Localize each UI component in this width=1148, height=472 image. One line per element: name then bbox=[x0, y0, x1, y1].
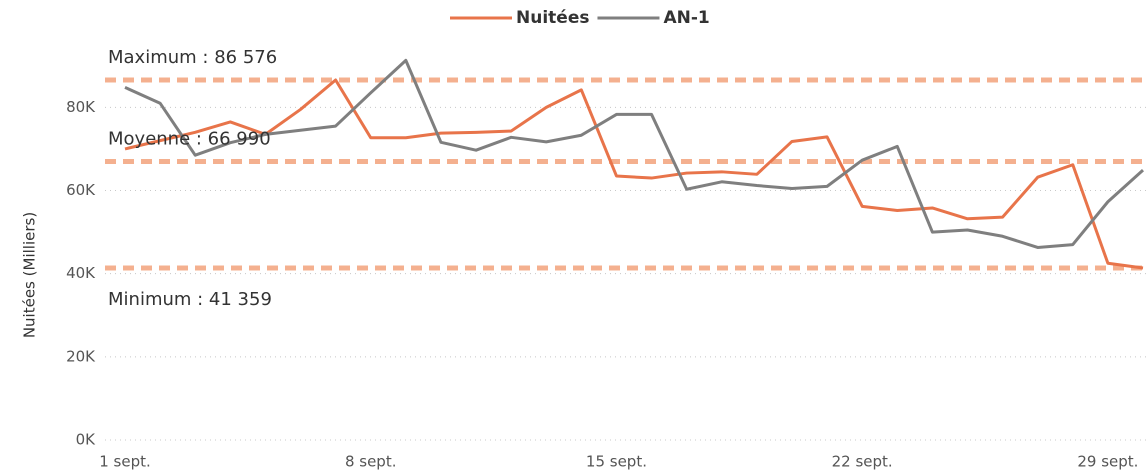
x-tick-label: 15 sept. bbox=[586, 453, 647, 471]
legend-label: Nuitées bbox=[516, 8, 589, 28]
reference-label: Minimum : 41 359 bbox=[108, 289, 272, 310]
y-tick-label: 0K bbox=[76, 431, 97, 449]
x-tick-label: 1 sept. bbox=[99, 453, 151, 471]
y-tick-label: 80K bbox=[66, 98, 96, 116]
legend-label: AN-1 bbox=[663, 8, 709, 28]
x-tick-label: 8 sept. bbox=[345, 453, 397, 471]
reference-label: Moyenne : 66 990 bbox=[108, 128, 271, 149]
x-tick-label: 29 sept. bbox=[1077, 453, 1138, 471]
y-tick-label: 20K bbox=[66, 347, 96, 365]
y-tick-label: 40K bbox=[66, 264, 96, 282]
y-tick-label: 60K bbox=[66, 181, 96, 199]
reference-label: Maximum : 86 576 bbox=[108, 47, 277, 68]
x-tick-label: 22 sept. bbox=[832, 453, 893, 471]
series-line bbox=[124, 58, 1145, 249]
series-line bbox=[124, 78, 1144, 270]
y-axis-label: Nuitées (Milliers) bbox=[21, 212, 39, 338]
